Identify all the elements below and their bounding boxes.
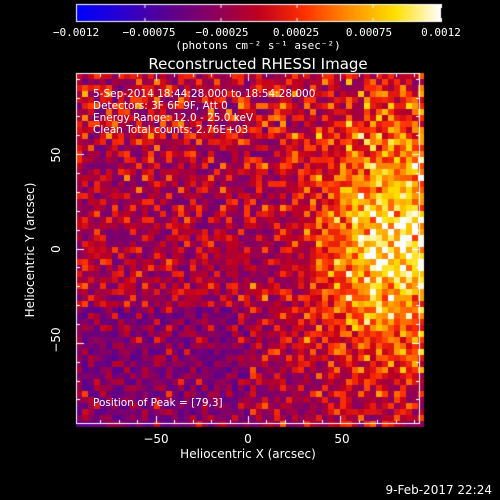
x-tick-label: 50 xyxy=(334,432,350,446)
annotation-detectors: Detectors: 3F 6F 9F, Att 0 xyxy=(93,100,228,112)
annotation-peak-position: Position of Peak = [79,3] xyxy=(93,397,223,409)
colorbar-unit-label: (photons cm⁻² s⁻¹ asec⁻²) xyxy=(175,39,341,52)
x-tick-label: 0 xyxy=(244,432,252,446)
y-axis-label: Heliocentric Y (arcsec) xyxy=(23,182,37,318)
colorbar-tick-label: −0.0012 xyxy=(52,26,100,39)
x-tick-label: −50 xyxy=(143,432,169,446)
x-axis-label: Heliocentric X (arcsec) xyxy=(180,447,316,461)
y-tick-label: 0 xyxy=(49,245,63,253)
colorbar-tick-label: 0.00075 xyxy=(345,26,393,39)
colorbar-tick-label: 0.0012 xyxy=(421,26,461,39)
annotation-energy-range: Energy Range: 12.0 - 25.0 keV xyxy=(93,112,254,124)
colorbar-tick-label: 0.00025 xyxy=(272,26,320,39)
annotation-clean-counts: Clean Total counts: 2.76E+03 xyxy=(93,124,249,136)
annotation-time-range: 5-Sep-2014 18:44:28.000 to 18:54:28.000 xyxy=(93,88,316,100)
y-tick-label: 50 xyxy=(49,147,63,163)
colorbar-tick-label: −0.00025 xyxy=(195,26,249,39)
render-timestamp: 9-Feb-2017 22:24 xyxy=(385,483,492,497)
chart-title: Reconstructed RHESSI Image xyxy=(148,55,368,73)
colorbar-tick-label: −0.00075 xyxy=(122,26,176,39)
y-tick-label: −50 xyxy=(49,327,63,353)
